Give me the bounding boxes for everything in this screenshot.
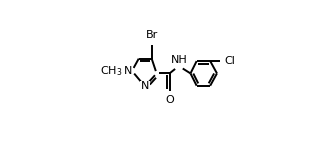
Text: Br: Br — [145, 30, 158, 40]
Text: N: N — [124, 66, 132, 76]
Text: CH$_3$: CH$_3$ — [100, 64, 122, 78]
Text: NH: NH — [170, 55, 187, 65]
Text: Cl: Cl — [224, 56, 235, 66]
Text: N: N — [141, 81, 149, 91]
Text: O: O — [165, 95, 174, 105]
